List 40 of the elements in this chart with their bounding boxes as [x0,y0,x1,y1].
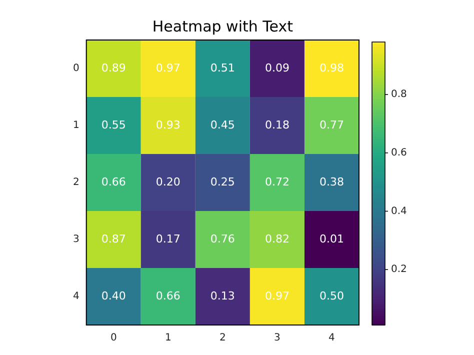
data-label: 0.51 [210,61,235,74]
data-label: 0.09 [264,61,290,74]
data-label: 0.55 [101,118,126,132]
data-label: 0.38 [319,175,344,188]
data-label: 0.98 [319,61,344,74]
data-label: 0.97 [156,61,180,74]
data-label: 0.20 [156,175,180,188]
data-label: 0.50 [319,289,344,302]
data-label: 0.25 [210,175,235,188]
data-label: 0.45 [210,118,235,132]
x-tick-label: 4 [328,332,335,344]
y-tick-label: 1 [72,120,80,132]
color-bar-label: 0.8 [391,89,407,100]
y-tick-label: 4 [72,291,80,302]
y-tick-label: 2 [72,177,80,188]
data-label: 0.76 [210,232,235,246]
data-label: 0.66 [101,175,126,188]
data-label: 0.97 [264,289,290,302]
x-tick-label: 1 [164,332,172,344]
y-tick-label: 3 [72,234,80,246]
data-label: 0.77 [319,118,344,132]
data-label: 0.66 [156,289,180,302]
color-bar-label: 0.2 [391,264,407,276]
x-tick-label: 0 [110,332,117,344]
data-label: 0.18 [264,118,290,132]
data-label: 0.72 [264,175,290,188]
color-bar-label: 0.6 [391,147,407,158]
data-label: 0.89 [101,61,126,74]
data-label: 0.13 [210,289,235,302]
x-tick-label: 2 [219,332,226,344]
data-label: 0.93 [156,118,180,132]
data-label: 0.40 [101,289,126,302]
y-tick-label: 0 [72,63,80,74]
chart-title: Heatmap with Text [152,17,294,36]
x-tick-label: 3 [274,332,280,344]
color-bar-label: 0.4 [391,206,407,217]
data-label: 0.82 [264,232,290,246]
data-label: 0.17 [156,232,180,246]
data-label: 0.01 [319,232,344,246]
data-label: 0.87 [101,232,126,246]
